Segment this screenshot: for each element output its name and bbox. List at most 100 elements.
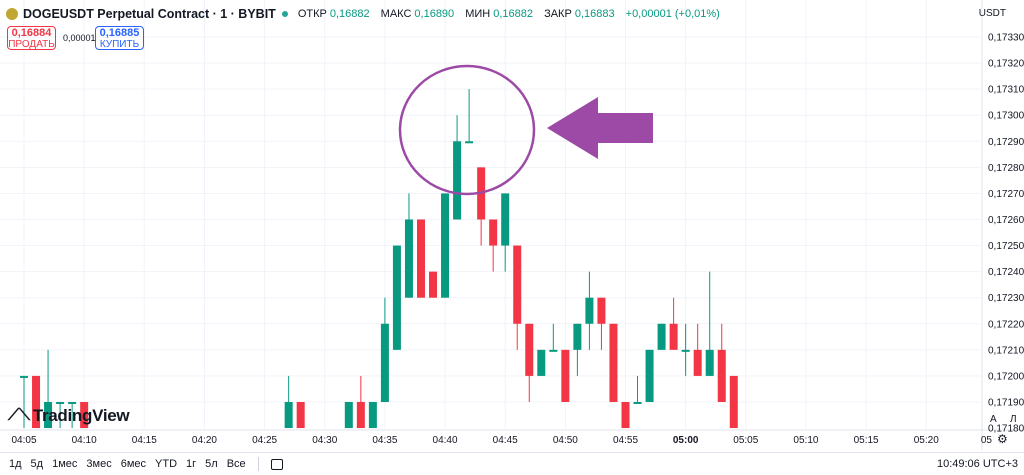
candle-body — [729, 375, 738, 429]
candle-body — [441, 193, 450, 298]
time-tick-label: 05:05 — [733, 435, 758, 446]
ohlc-change: +0,00001 (+0,01%) — [625, 8, 720, 20]
range-5d[interactable]: 5д — [30, 458, 44, 470]
time-tick-label: 05 — [981, 435, 993, 446]
candle — [344, 401, 353, 429]
candle-body — [296, 401, 305, 429]
time-axis[interactable]: 04:05 04:10 04:15 04:20 04:25 04:30 04:35 04:40… — [11, 435, 992, 446]
time-tick-label: 04:45 — [493, 435, 518, 446]
ohlc-low-value: 0,16882 — [493, 8, 534, 20]
time-tick-label: 04:20 — [192, 435, 217, 446]
candle-body — [621, 401, 630, 429]
clock-display[interactable]: 10:49:06 UTC+3 — [936, 458, 1018, 470]
price-tick-label: 0,17320 — [988, 59, 1024, 70]
time-tick-label: 04:15 — [132, 435, 157, 446]
tradingview-logo-icon: ⟋⟍ — [8, 407, 30, 424]
candle — [717, 323, 726, 402]
candle — [20, 375, 28, 429]
bottom-toolbar: 1д 5д 1мес 3мес 6мес YTD 1г 5л Все 10:49… — [0, 452, 1024, 475]
candle — [657, 323, 666, 350]
candle-body — [453, 141, 462, 220]
candle — [621, 401, 630, 429]
range-1d[interactable]: 1д — [9, 458, 22, 470]
candle — [380, 297, 389, 402]
tradingview-logo[interactable]: ⟋⟍ TradingView — [8, 406, 130, 426]
candle-body — [693, 349, 702, 376]
candle-body — [44, 401, 53, 429]
time-tick-label: 04:30 — [312, 435, 337, 446]
candle — [585, 271, 594, 350]
toolbar-divider — [257, 457, 259, 471]
buy-button[interactable]: 0,16885 КУПИТЬ — [95, 26, 144, 50]
candle — [681, 323, 690, 376]
range-5y[interactable]: 5л — [205, 458, 218, 470]
time-tick-label: 05:00 — [673, 435, 699, 446]
range-6m[interactable]: 6мес — [120, 458, 147, 470]
candle-body — [501, 193, 510, 246]
range-all[interactable]: Все — [226, 458, 246, 470]
price-tick-label: 0,17330 — [988, 33, 1024, 44]
candle — [404, 193, 413, 298]
candle-body — [380, 323, 389, 402]
ohlc-high-value: 0,16890 — [414, 8, 455, 20]
price-tick-label: 0,17190 — [988, 397, 1024, 408]
candle-body — [537, 349, 546, 376]
sell-button[interactable]: 0,16884 ПРОДАТЬ — [7, 26, 56, 50]
price-tick-label: 0,17310 — [988, 85, 1024, 96]
candle-body — [597, 297, 606, 324]
candle — [501, 193, 510, 272]
candle-body — [356, 401, 365, 429]
ohlc-high-label: МАКС — [380, 8, 412, 20]
sell-label: ПРОДАТЬ — [8, 39, 55, 50]
price-tick-label: 0,17180 — [988, 424, 1024, 435]
candle — [645, 349, 654, 402]
price-tick-label: 0,17260 — [988, 215, 1024, 226]
time-tick-label: 05:20 — [914, 435, 939, 446]
time-tick-label: 04:55 — [613, 435, 638, 446]
range-1m[interactable]: 1мес — [52, 458, 78, 470]
ohlc-close-label: ЗАКР — [544, 8, 572, 20]
candle-body — [681, 349, 690, 352]
time-tick-label: 04:40 — [433, 435, 458, 446]
buy-price: 0,16885 — [99, 27, 140, 39]
candle — [525, 323, 534, 402]
log-scale-button[interactable]: Л — [1010, 414, 1017, 425]
calendar-icon[interactable] — [270, 458, 283, 470]
candle — [392, 245, 401, 350]
candle-body — [585, 297, 594, 324]
range-1y[interactable]: 1г — [186, 458, 197, 470]
spread-value: 0,00001 — [63, 33, 96, 43]
candle — [80, 401, 89, 429]
candle — [561, 349, 570, 402]
price-tick-label: 0,17300 — [988, 111, 1024, 122]
range-3m[interactable]: 3мес — [86, 458, 112, 470]
candle — [597, 297, 606, 350]
price-axis[interactable]: 0,17330 0,17320 0,17310 0,17300 0,17290 0,172… — [988, 33, 1024, 435]
ohlc-open-label: ОТКР — [297, 8, 327, 20]
candle-body — [657, 323, 666, 350]
symbol-title[interactable]: DOGEUSDT Perpetual Contract · 1 · BYBIT — [23, 7, 276, 21]
candle-body — [68, 401, 77, 404]
candle-body — [416, 219, 425, 298]
candle — [705, 271, 714, 376]
time-tick-label: 05:10 — [793, 435, 818, 446]
price-tick-label: 0,17290 — [988, 137, 1024, 148]
candle-body — [404, 219, 413, 298]
candle — [633, 375, 642, 404]
auto-scale-button[interactable]: A — [990, 414, 997, 425]
tradingview-logo-text: TradingView — [32, 406, 130, 425]
gear-icon[interactable]: ⚙ — [997, 432, 1008, 446]
candle-body — [669, 323, 678, 350]
candle-body — [573, 323, 582, 350]
annotation-arrow — [547, 97, 653, 159]
currency-selector[interactable]: USDT — [978, 8, 1006, 19]
candle — [729, 375, 738, 429]
range-ytd[interactable]: YTD — [155, 458, 178, 470]
candle — [573, 323, 582, 376]
candle — [68, 401, 77, 429]
candle — [537, 349, 546, 376]
time-tick-label: 05:15 — [854, 435, 879, 446]
time-tick-label: 04:10 — [72, 435, 97, 446]
market-status-icon — [281, 11, 288, 17]
